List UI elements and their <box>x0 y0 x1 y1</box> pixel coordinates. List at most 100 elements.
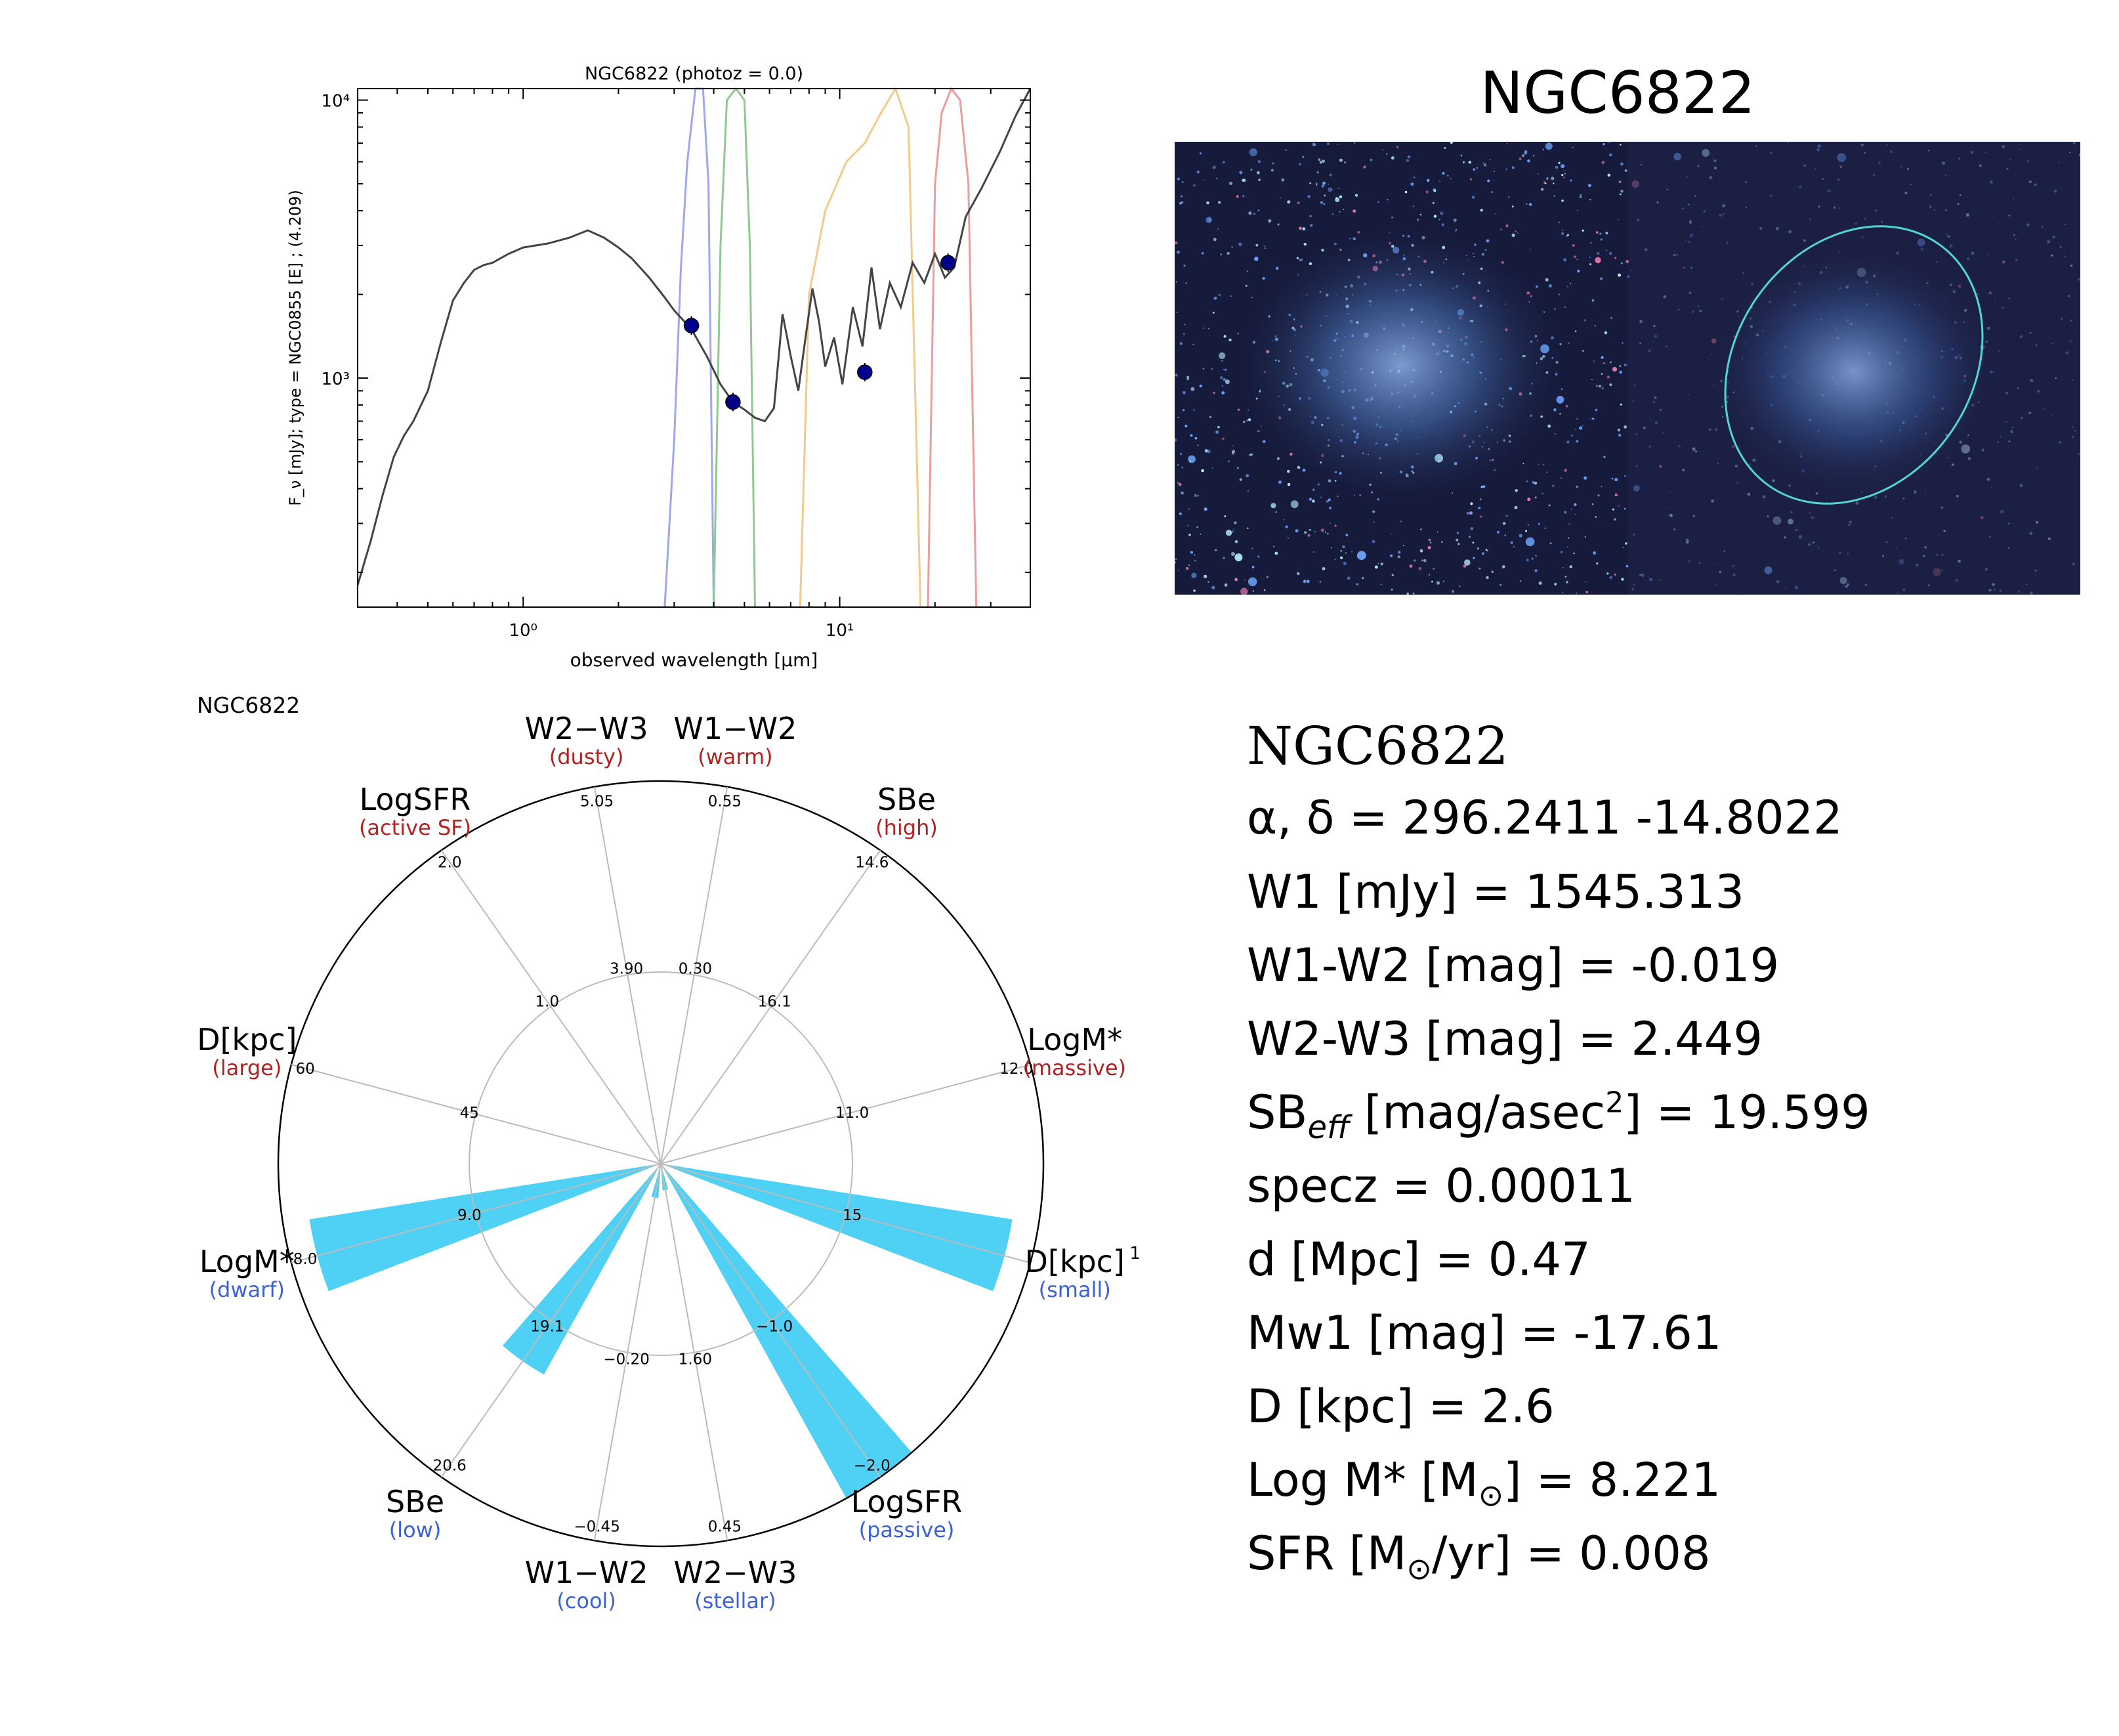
radar-axis-sublabel: (massive) <box>1023 1055 1126 1080</box>
star <box>1552 484 1555 487</box>
ring-label: −2.0 <box>854 1458 891 1475</box>
star <box>1582 425 1584 427</box>
star <box>1277 457 1280 460</box>
star <box>2070 264 2073 268</box>
star <box>1567 537 1570 539</box>
star <box>1253 213 1255 215</box>
star <box>1322 159 1325 163</box>
star <box>1558 161 1561 164</box>
radar-spoke <box>660 1163 881 1478</box>
star <box>1486 576 1489 580</box>
star <box>1511 205 1514 208</box>
star <box>1864 152 1866 154</box>
aperture-ellipse <box>1724 225 1984 505</box>
radar-axis-sublabel: (warm) <box>698 744 773 769</box>
star <box>1625 542 1627 545</box>
star <box>1252 590 1255 592</box>
info-sfr: SFR [M⊙/yr] = 0.008 <box>1247 1527 1711 1586</box>
star <box>1990 180 1993 184</box>
star <box>1242 195 1245 198</box>
star <box>2051 254 2053 257</box>
star <box>1193 589 1196 592</box>
star <box>1902 497 1905 500</box>
star <box>1596 562 1599 565</box>
star <box>1902 588 1906 591</box>
star <box>1306 580 1310 583</box>
star <box>1436 581 1440 585</box>
star <box>2012 427 2013 429</box>
star <box>1287 482 1291 486</box>
star <box>1713 563 1715 565</box>
star <box>2072 562 2075 566</box>
star <box>1238 242 1242 246</box>
radar-bar <box>661 1164 912 1498</box>
star <box>1201 469 1204 473</box>
star <box>1255 243 1259 247</box>
star <box>1387 199 1389 201</box>
star <box>1278 480 1282 484</box>
star <box>2058 161 2060 164</box>
star <box>1412 205 1414 207</box>
star <box>1788 142 1790 143</box>
star <box>1605 249 1608 251</box>
star <box>1190 434 1193 437</box>
star <box>1215 549 1217 551</box>
star <box>1607 173 1611 177</box>
star <box>1310 224 1313 227</box>
star <box>1326 499 1330 503</box>
star <box>1532 155 1535 157</box>
star <box>1494 213 1496 215</box>
ring-label: −1.0 <box>756 1318 793 1335</box>
photometry-point <box>857 364 873 380</box>
star <box>1566 581 1568 583</box>
star <box>1573 552 1575 555</box>
star <box>1251 566 1255 568</box>
star <box>1891 517 1893 519</box>
star <box>1244 580 1246 581</box>
star <box>1398 551 1401 554</box>
star <box>1328 183 1330 185</box>
star <box>1391 217 1393 219</box>
star <box>1456 532 1459 534</box>
star <box>1372 540 1375 543</box>
star <box>2028 379 2030 381</box>
star <box>1175 241 1178 245</box>
star <box>1339 158 1343 162</box>
star <box>1848 524 1851 526</box>
star <box>1242 179 1245 182</box>
star <box>1815 168 1816 170</box>
star <box>1545 142 1553 150</box>
star <box>1194 494 1198 498</box>
star <box>1431 580 1433 583</box>
star <box>1514 505 1518 509</box>
star <box>1981 448 1984 452</box>
info-sb-mid: [mag/asec <box>1349 1086 1606 1139</box>
star <box>1554 308 1556 310</box>
star <box>2047 538 2051 540</box>
star <box>2051 343 2053 344</box>
star <box>1849 520 1852 524</box>
star <box>1648 445 1651 448</box>
star <box>1559 413 1561 415</box>
info-coords: α, δ = 296.2411 -14.8022 <box>1247 791 1843 845</box>
star <box>1564 511 1567 514</box>
star <box>1598 385 1601 388</box>
footnote-mark: 1 <box>1129 1244 1141 1263</box>
star <box>1353 209 1356 213</box>
star <box>1409 564 1413 568</box>
star <box>1721 298 1723 300</box>
star <box>1494 171 1495 172</box>
star <box>1440 211 1444 215</box>
star <box>1299 226 1302 230</box>
star <box>1896 548 1897 549</box>
star <box>1177 464 1179 466</box>
star <box>1208 218 1211 221</box>
star <box>1992 583 1995 586</box>
star <box>1224 583 1228 587</box>
star <box>1614 518 1616 521</box>
star <box>1320 201 1324 204</box>
star <box>1423 559 1427 562</box>
sed-model-group <box>356 88 1032 585</box>
star <box>1634 384 1636 386</box>
star <box>1579 195 1582 198</box>
